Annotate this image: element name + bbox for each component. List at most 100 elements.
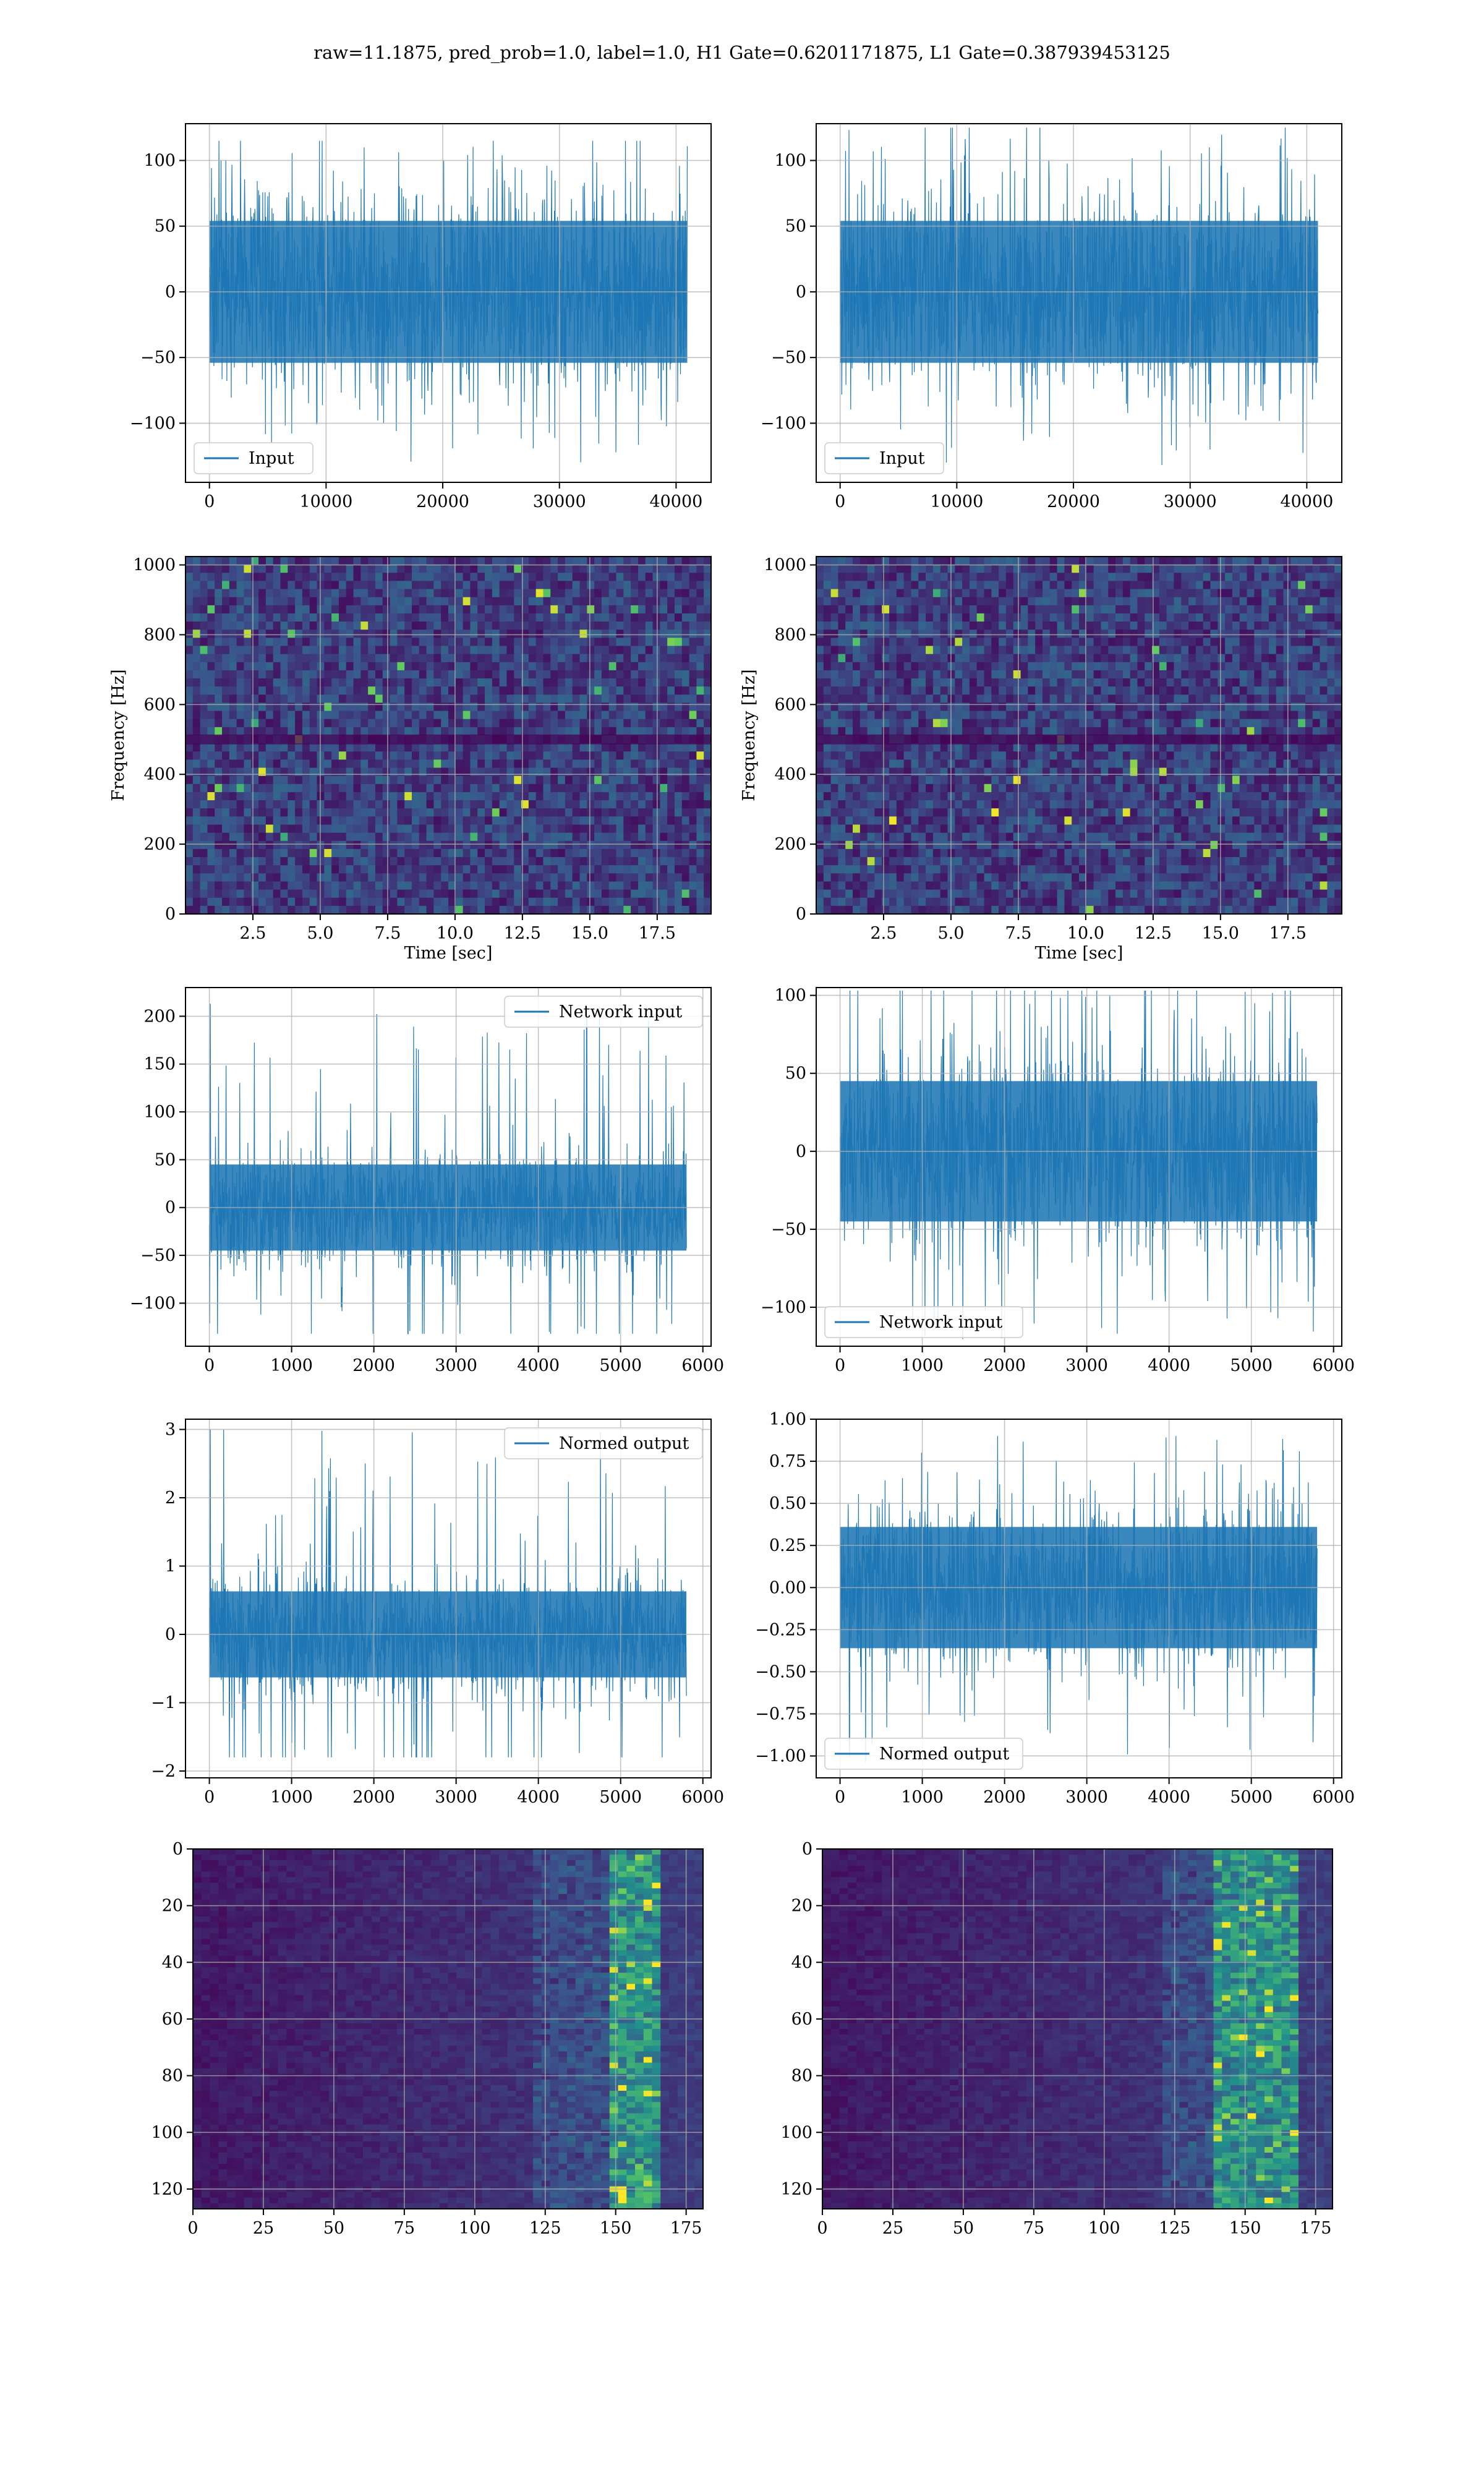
heatmap-cell xyxy=(1043,743,1050,752)
heatmap-cell xyxy=(441,816,448,825)
heatmap-cell xyxy=(186,768,193,777)
heatmap-cell xyxy=(288,776,295,785)
heatmap-cell xyxy=(682,800,689,809)
heatmap-cell xyxy=(660,613,667,622)
heatmap-cell xyxy=(470,784,477,793)
heatmap-cell xyxy=(1013,646,1021,655)
heatmap-cell xyxy=(1284,678,1291,687)
heatmap-cell xyxy=(251,605,258,614)
heatmap-cell xyxy=(273,849,281,858)
heatmap-cell xyxy=(696,654,704,663)
heatmap-cell xyxy=(324,694,331,703)
heatmap-cell xyxy=(897,727,904,736)
heatmap-cell xyxy=(638,865,646,874)
heatmap-cell xyxy=(1137,589,1145,598)
heatmap-cell xyxy=(1298,581,1305,589)
heatmap-cell xyxy=(558,702,565,711)
heatmap-cell xyxy=(222,662,229,671)
heatmap-cell xyxy=(266,784,273,793)
heatmap-cell xyxy=(933,589,940,598)
heatmap-cell xyxy=(874,638,882,646)
heatmap-cell xyxy=(696,589,704,598)
heatmap-cell xyxy=(1006,686,1013,695)
heatmap-cell xyxy=(485,800,492,809)
heatmap-cell xyxy=(602,613,609,622)
heatmap-cell xyxy=(470,581,477,589)
heatmap-cell xyxy=(1217,662,1225,671)
heatmap-cell xyxy=(984,630,992,638)
heatmap-cell xyxy=(911,597,918,606)
heatmap-cell xyxy=(354,702,361,711)
heatmap-cell xyxy=(529,646,536,655)
heatmap-cell xyxy=(646,711,653,720)
heatmap-cell xyxy=(397,825,404,834)
heatmap-cell xyxy=(816,662,824,671)
heatmap-cell xyxy=(623,589,631,598)
heatmap-cell xyxy=(331,662,339,671)
heatmap-cell xyxy=(339,768,346,777)
heatmap-cell xyxy=(616,662,624,671)
heatmap-cell xyxy=(237,654,244,663)
heatmap-cell xyxy=(565,646,573,655)
heatmap-cell xyxy=(375,881,383,890)
heatmap-cell xyxy=(368,881,375,890)
heatmap-cell xyxy=(500,613,507,622)
heatmap-cell xyxy=(427,589,434,598)
heatmap-cell xyxy=(251,702,258,711)
heatmap-cell xyxy=(940,711,948,720)
heatmap-cell xyxy=(638,833,646,842)
heatmap-cell xyxy=(412,833,419,842)
heatmap-cell xyxy=(295,573,302,581)
heatmap-cell xyxy=(889,743,897,752)
heatmap-cell xyxy=(207,800,215,809)
heatmap-cell xyxy=(1006,670,1013,679)
heatmap-cell xyxy=(310,646,317,655)
heatmap-cell xyxy=(266,565,273,573)
heatmap-cell xyxy=(500,638,507,646)
heatmap-cell xyxy=(999,597,1006,606)
heatmap-cell xyxy=(1115,565,1123,573)
heatmap-cell xyxy=(1320,727,1328,736)
heatmap-cell xyxy=(463,768,471,777)
heatmap-cell xyxy=(324,849,331,858)
heatmap-cell xyxy=(186,906,193,915)
heatmap-cell xyxy=(1305,646,1313,655)
heatmap-cell xyxy=(1094,557,1101,565)
heatmap-cell xyxy=(933,711,940,720)
heatmap-cell xyxy=(280,621,288,630)
heatmap-cell xyxy=(1181,630,1188,638)
heatmap-cell xyxy=(667,670,675,679)
heatmap-cell xyxy=(580,776,587,785)
heatmap-cell xyxy=(368,849,375,858)
heatmap-cell xyxy=(441,630,448,638)
heatmap-cell xyxy=(868,613,875,622)
heatmap-cell xyxy=(594,849,602,858)
heatmap-cell xyxy=(500,727,507,736)
y-tick-label: 0 xyxy=(796,283,806,302)
heatmap-cell xyxy=(646,686,653,695)
heatmap-cell xyxy=(266,841,273,850)
heatmap-cell xyxy=(404,557,412,565)
heatmap-cell xyxy=(1211,630,1218,638)
heatmap-cell xyxy=(404,857,412,866)
heatmap-cell xyxy=(514,662,521,671)
heatmap-cell xyxy=(1159,670,1167,679)
heatmap-cell xyxy=(215,800,222,809)
heatmap-cell xyxy=(675,719,682,728)
heatmap-cell xyxy=(1145,719,1152,728)
heatmap-cell xyxy=(616,678,624,687)
heatmap-cell xyxy=(696,694,704,703)
heatmap-cell xyxy=(824,630,831,638)
heatmap-cell xyxy=(500,841,507,850)
heatmap-cell xyxy=(229,881,237,890)
heatmap-cell xyxy=(853,573,860,581)
heatmap-cell xyxy=(646,841,653,850)
heatmap-cell xyxy=(1072,589,1079,598)
heatmap-cell xyxy=(1196,581,1203,589)
heatmap-cell xyxy=(1167,686,1174,695)
heatmap-cell xyxy=(889,565,897,573)
heatmap-cell xyxy=(492,808,500,817)
heatmap-cell xyxy=(529,873,536,882)
heatmap-cell xyxy=(1247,613,1255,622)
heatmap-cell xyxy=(280,825,288,834)
